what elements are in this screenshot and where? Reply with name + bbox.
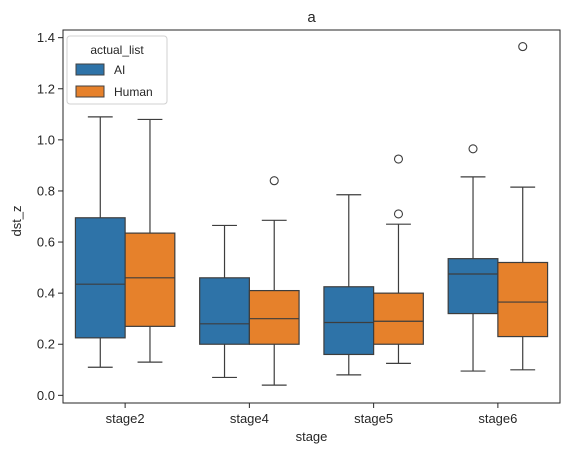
box-iqr: [248, 289, 300, 345]
box-group-ai-stage6: [447, 144, 499, 372]
box-group-human-stage4: [248, 176, 300, 386]
box-iqr: [124, 232, 176, 327]
y-tick-label: 1.0: [37, 132, 55, 147]
y-axis-label: dst_z: [9, 205, 24, 236]
legend-title: actual_list: [90, 43, 144, 57]
y-tick-label: 0.2: [37, 337, 55, 352]
y-tick-label: 0.0: [37, 388, 55, 403]
plot-area: [74, 42, 549, 386]
x-tick-label: stage6: [478, 411, 517, 426]
box-group-ai-stage4: [199, 224, 250, 379]
plot-frame: [62, 29, 561, 404]
x-tick-label: stage2: [106, 411, 145, 426]
legend-label-ai: AI: [114, 63, 125, 77]
chart-title: a: [307, 9, 316, 26]
x-axis-label: stage: [296, 429, 328, 444]
y-tick-label: 0.8: [37, 183, 55, 198]
y-axis: 0.0 0.2 0.4 0.6 0.8 1.0 1.2 1.4: [37, 30, 63, 403]
box-group-human-stage5: [373, 154, 424, 365]
box-group-human-stage6: [497, 42, 549, 371]
x-axis: stage2 stage4 stage5 stage6: [106, 403, 517, 426]
legend-swatch-ai: [75, 63, 105, 76]
y-tick-label: 0.4: [37, 286, 55, 301]
box-iqr: [74, 217, 126, 339]
box-iqr: [323, 286, 375, 356]
y-tick-label: 0.6: [37, 235, 55, 250]
legend-label-human: Human: [114, 85, 153, 99]
y-tick-label: 1.4: [37, 30, 55, 45]
outlier-point: [393, 209, 404, 219]
outlier-point: [269, 176, 279, 186]
legend-swatch-human: [75, 85, 105, 98]
outlier-point: [393, 154, 404, 164]
x-tick-label: stage4: [230, 411, 269, 426]
box-iqr: [199, 277, 250, 345]
box-group-ai-stage2: [74, 116, 126, 368]
legend: actual_list AI Human: [66, 35, 168, 105]
outlier-point: [518, 42, 528, 52]
box-iqr: [373, 292, 424, 345]
box-iqr: [447, 258, 499, 315]
box-group-human-stage2: [124, 118, 176, 363]
box-iqr: [497, 261, 549, 338]
outlier-point: [468, 144, 478, 154]
y-tick-label: 1.2: [37, 81, 55, 96]
box-group-ai-stage5: [323, 194, 375, 376]
x-tick-label: stage5: [354, 411, 393, 426]
